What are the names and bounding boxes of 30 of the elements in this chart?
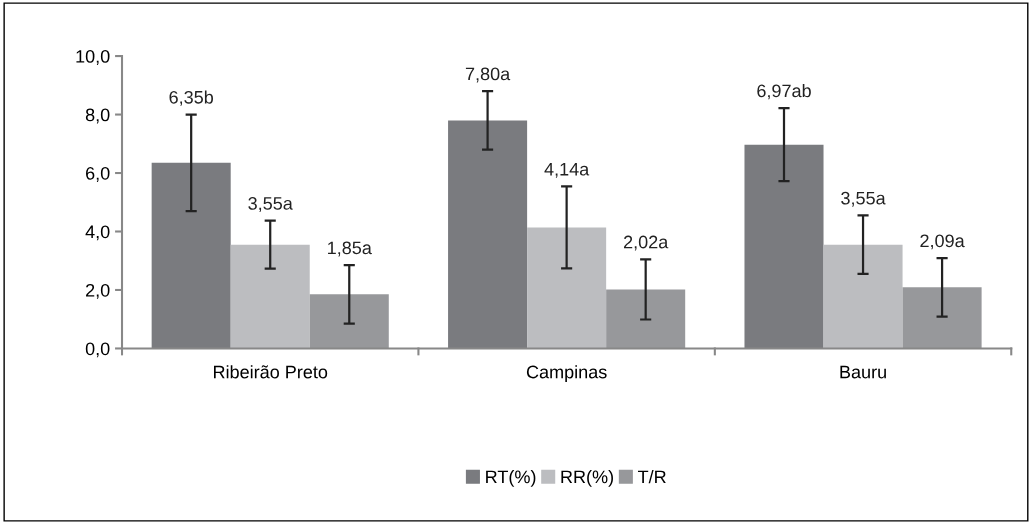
data-label: 4,14a xyxy=(544,163,590,178)
y-tick-label: 0,0 xyxy=(85,342,110,358)
y-tick-label: 8,0 xyxy=(85,108,110,124)
bar xyxy=(606,289,686,349)
y-tick-label: 4,0 xyxy=(85,225,110,241)
bar xyxy=(823,244,903,349)
y-tick-label: 10,0 xyxy=(76,50,110,65)
data-label: 3,55a xyxy=(841,191,886,207)
x-tick-label: Campinas xyxy=(526,365,607,382)
x-tick-label: Ribeirão Preto xyxy=(214,365,328,379)
bar xyxy=(448,120,528,349)
bar xyxy=(744,144,824,349)
bar xyxy=(902,287,982,349)
legend-label: RT(%) xyxy=(486,469,536,487)
x-tick-label: Bauru xyxy=(840,365,886,379)
data-label: 7,80a xyxy=(465,67,511,83)
bar xyxy=(527,227,607,349)
data-label: 1,85a xyxy=(328,241,372,257)
legend-label: RR(%) xyxy=(561,469,613,487)
data-label: 2,09a xyxy=(920,234,965,250)
bar xyxy=(309,294,389,349)
y-tick-label: 2,0 xyxy=(86,283,110,299)
data-label: 3,55a xyxy=(248,197,293,212)
data-label: 6,35b xyxy=(169,90,214,106)
bar xyxy=(230,244,310,349)
data-label: 6,97ab xyxy=(757,83,811,100)
bar xyxy=(151,162,231,349)
y-tick-label: 6,0 xyxy=(86,166,110,182)
data-label: 2,02a xyxy=(623,235,669,251)
legend-label: T/R xyxy=(637,469,666,484)
